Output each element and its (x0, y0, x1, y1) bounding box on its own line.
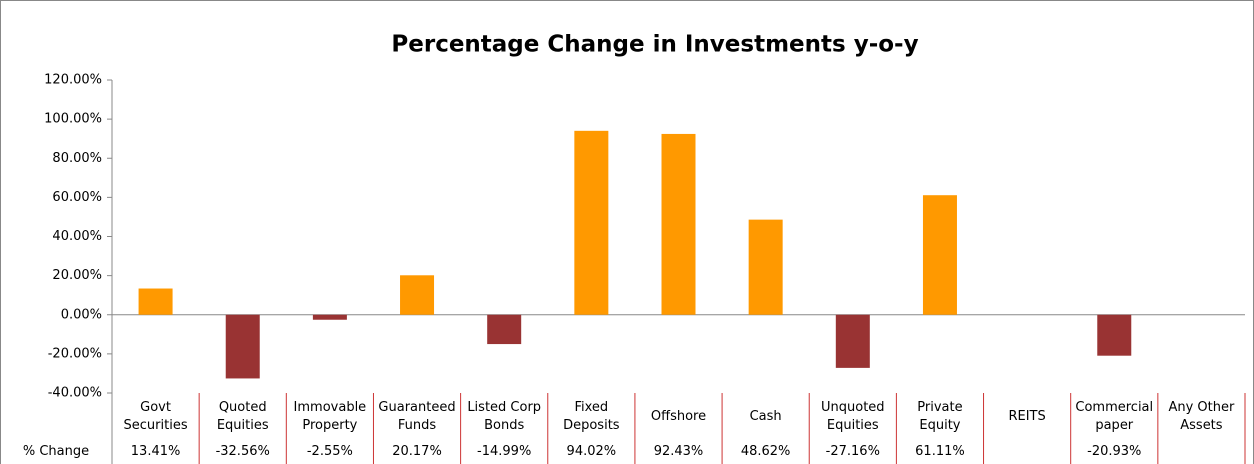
category-label: Offshore (650, 408, 707, 424)
category-label: Fixed Deposits (563, 399, 620, 433)
y-tick-label: -40.00% (48, 386, 102, 401)
y-tick-label: 120.00% (44, 73, 102, 88)
y-tick-label: 80.00% (52, 151, 102, 166)
bar (138, 288, 173, 315)
bar (225, 314, 260, 379)
y-tick-label: 20.00% (52, 268, 102, 283)
category-label: Private Equity (917, 399, 963, 433)
category-label: Commercial paper (1075, 399, 1154, 433)
y-tick-label: 0.00% (61, 307, 102, 322)
category-label: REITS (1008, 408, 1046, 424)
value-label: 48.62% (740, 444, 791, 459)
category-label: Govt Securities (123, 399, 188, 433)
value-label: 94.02% (566, 444, 617, 459)
value-label: -27.16% (825, 444, 880, 459)
y-tick-label: 100.00% (44, 112, 102, 127)
category-label: Any Other Assets (1168, 399, 1235, 433)
category-label: Guaranteed Funds (378, 399, 456, 433)
category-label: Cash (749, 408, 782, 424)
bar (574, 130, 609, 315)
value-label: 92.43% (653, 444, 704, 459)
value-label: 61.11% (915, 444, 965, 459)
category-label: Immovable Property (293, 399, 367, 433)
bar (922, 195, 957, 315)
value-label: -2.55% (306, 444, 353, 459)
bar (1097, 314, 1132, 356)
category-label: Quoted Equities (216, 399, 269, 433)
bar (312, 314, 347, 320)
value-label: -32.56% (215, 444, 270, 459)
y-tick-label: 60.00% (52, 190, 102, 205)
value-label: 20.17% (392, 444, 442, 459)
value-label: -20.93% (1087, 444, 1142, 459)
chart-title: Percentage Change in Investments y-o-y (391, 32, 918, 58)
category-label: Unquoted Equities (821, 399, 885, 433)
bar (400, 275, 435, 315)
value-label: -14.99% (477, 444, 532, 459)
bar (661, 133, 696, 315)
table-row-label: % Change (22, 444, 90, 459)
bar (487, 314, 522, 345)
y-tick-label: 40.00% (52, 229, 102, 244)
y-tick-label: -20.00% (48, 346, 102, 361)
category-label: Listed Corp Bonds (467, 399, 542, 433)
bar (835, 314, 870, 368)
value-label: 13.41% (130, 444, 181, 459)
bar (748, 219, 783, 315)
